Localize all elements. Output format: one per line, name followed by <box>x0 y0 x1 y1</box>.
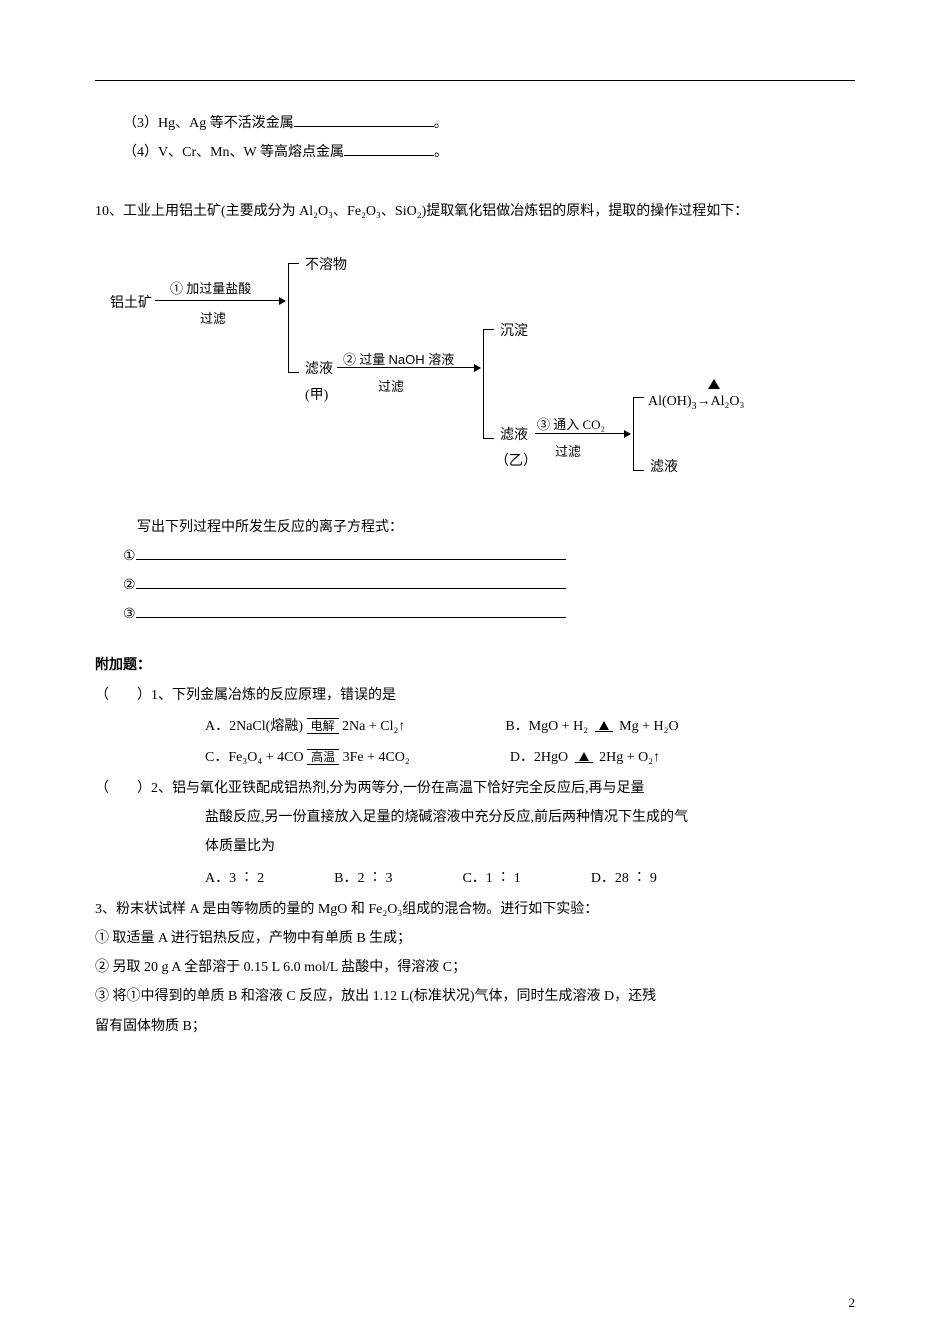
extra-q2-C: C．1 ∶ 1 <box>462 866 520 891</box>
extra-q2-l2: 盐酸反应,另一份直接放入足量的烧碱溶液中充分反应,前后两种情况下生成的气 <box>95 805 855 830</box>
q10-blank-2 <box>136 574 566 589</box>
step3-bottom: 过滤 <box>555 440 581 463</box>
bracket-3 <box>633 397 644 471</box>
extra-q1-row2: C．Fe₃O₄ + 4CO 高温 3Fe + 4CO₂ D．2HgO 2Hg +… <box>205 745 855 770</box>
product-triangle <box>708 372 720 397</box>
triangle-icon <box>708 379 720 389</box>
q10-n3: ③ <box>123 607 136 622</box>
q4-tail: 。 <box>434 145 448 160</box>
step2-top: ② 过量 NaOH 溶液 <box>343 348 454 371</box>
extra-q1-C: C．Fe₃O₄ + 4CO 高温 3Fe + 4CO₂ <box>205 745 410 770</box>
page-number: 2 <box>849 1291 856 1314</box>
extra-q2-D: D．28 ∶ 9 <box>591 866 657 891</box>
node-bauxite: 铝土矿 <box>110 291 152 316</box>
q3-blank <box>294 112 434 127</box>
extra-q3-l1: ① 取适量 A 进行铝热反应，产物中有单质 B 生成； <box>95 926 855 951</box>
q4-blank <box>344 141 434 156</box>
node-precipitate: 沉淀 <box>500 319 528 344</box>
q1-C-head: C．Fe₃O₄ + 4CO <box>205 750 304 765</box>
q1-A-cond: 电解 <box>307 718 339 734</box>
extra-q1-A: A．2NaCl(熔融) 电解 2Na + Cl₂↑ <box>205 714 405 739</box>
q1-B-tail: Mg + H₂O <box>619 719 678 734</box>
q1-A-tail: 2Na + Cl₂↑ <box>342 719 405 734</box>
q10-ans-2: ② <box>95 573 855 598</box>
step2-top-b: NaOH 溶液 <box>389 352 455 367</box>
step2-bottom: 过滤 <box>378 375 404 398</box>
q10-blank-3 <box>136 603 566 618</box>
q1-C-cond: 高温 <box>307 749 339 765</box>
q10-prompt: 写出下列过程中所发生反应的离子方程式： <box>95 515 855 540</box>
line-icon <box>595 731 613 732</box>
product-a: Al(OH) <box>648 394 692 409</box>
extra-q2-B: B．2 ∶ 3 <box>334 866 392 891</box>
question-4: （4）V、Cr、Mn、W 等高熔点金属 。 <box>95 140 855 165</box>
line-icon <box>575 762 593 763</box>
q10-n2: ② <box>123 578 136 593</box>
node-filtrate3: 滤液 <box>650 455 678 480</box>
q10-intro: 10、工业上用铝土矿(主要成分为 Al₂O₃、Fe₂O₃、SiO₂)提取氧化铝做… <box>95 199 855 224</box>
node-filtrate1b: (甲) <box>305 383 328 408</box>
question-3: （3）Hg、Ag 等不活泼金属 。 <box>95 111 855 136</box>
q1-B-cond <box>595 721 613 732</box>
extra-q2-options: A．3 ∶ 2 B．2 ∶ 3 C．1 ∶ 1 D．28 ∶ 9 <box>205 866 855 891</box>
extra-q3-l3: ③ 将①中得到的单质 B 和溶液 C 反应，放出 1.12 L(标准状况)气体，… <box>95 984 855 1009</box>
q10-n1: ① <box>123 549 136 564</box>
extra-q2-stem: （ ）2、铝与氧化亚铁配成铝热剂,分为两等分,一份在高温下恰好完全反应后,再与足… <box>95 776 855 801</box>
q1-B-head: B．MgO + H₂ <box>505 719 588 734</box>
q1-D-cond <box>575 752 593 763</box>
q10-ans-3: ③ <box>95 602 855 627</box>
bracket-2 <box>483 329 494 439</box>
q1-D-tail: 2Hg + O₂↑ <box>599 750 660 765</box>
step2-top-a: ② 过量 <box>343 352 385 367</box>
extra-q1-B: B．MgO + H₂ Mg + H₂O <box>505 714 678 739</box>
node-insoluble: 不溶物 <box>305 253 347 278</box>
q1-C-tail: 3Fe + 4CO₂ <box>343 750 410 765</box>
node-filtrate2b: （乙） <box>495 449 537 474</box>
q3-tail: 。 <box>434 116 448 131</box>
q10-ans-1: ① <box>95 544 855 569</box>
extra-q1-row1: A．2NaCl(熔融) 电解 2Na + Cl₂↑ B．MgO + H₂ Mg … <box>205 714 855 739</box>
step1-top: ① 加过量盐酸 <box>170 277 251 300</box>
q10-diagram: 铝土矿 ① 加过量盐酸 过滤 不溶物 滤液 (甲) ② 过量 NaOH 溶液 过… <box>95 233 855 503</box>
q4-text: （4）V、Cr、Mn、W 等高熔点金属 <box>123 145 344 160</box>
extra-q2-l3: 体质量比为 <box>95 834 855 859</box>
top-rule <box>95 80 855 81</box>
triangle-icon <box>599 721 609 730</box>
extra-q3-l4: 留有固体物质 B； <box>95 1014 855 1039</box>
extra-q2-A: A．3 ∶ 2 <box>205 866 264 891</box>
extra-q1-D: D．2HgO 2Hg + O₂↑ <box>510 745 660 770</box>
q3-text: （3）Hg、Ag 等不活泼金属 <box>123 116 294 131</box>
triangle-icon <box>579 752 589 761</box>
node-filtrate2a: 滤液 <box>500 423 528 448</box>
extra-title: 附加题： <box>95 653 855 678</box>
node-product: Al(OH)3→Al₂O₃ <box>648 389 744 416</box>
q1-D-head: D．2HgO <box>510 750 568 765</box>
step3-top: ③ 通入 CO₂ <box>537 413 605 436</box>
extra-q3-l2: ② 另取 20 g A 全部溶于 0.15 L 6.0 mol/L 盐酸中，得溶… <box>95 955 855 980</box>
q10-blank-1 <box>136 545 566 560</box>
q1-A-head: A．2NaCl(熔融) <box>205 719 303 734</box>
bracket-1 <box>288 263 299 373</box>
extra-q3-stem: 3、粉末状试样 A 是由等物质的量的 MgO 和 Fe₂O₃组成的混合物。进行如… <box>95 897 855 922</box>
extra-q1-stem: （ ）1、下列金属冶炼的反应原理，错误的是 <box>95 683 855 708</box>
product-arrow: →Al₂O₃ <box>697 394 745 409</box>
step1-bottom: 过滤 <box>200 307 226 330</box>
node-filtrate1a: 滤液 <box>305 357 333 382</box>
page: （3）Hg、Ag 等不活泼金属。 （4）V、Cr、Mn、W 等高熔点金属。 10… <box>0 0 950 1344</box>
